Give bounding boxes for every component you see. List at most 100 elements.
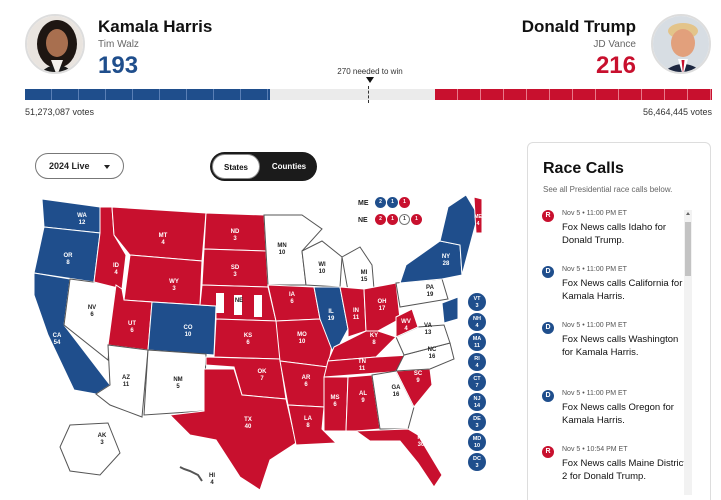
label-tn: TN bbox=[358, 359, 366, 365]
state-mi bbox=[341, 246, 375, 292]
race-call-text: Fox News calls Oregon for Kamala Harris. bbox=[562, 402, 674, 426]
svg-text:54: 54 bbox=[54, 340, 61, 346]
svg-text:8: 8 bbox=[372, 340, 376, 346]
me-dot-2[interactable]: 1 bbox=[387, 197, 398, 208]
svg-text:15: 15 bbox=[361, 277, 368, 283]
label-mo: MO bbox=[297, 332, 307, 338]
label-oh: OH bbox=[378, 299, 387, 305]
scrollbar-thumb[interactable] bbox=[685, 222, 691, 276]
label-la: LA bbox=[304, 416, 313, 422]
label-or: OR bbox=[64, 253, 74, 259]
label-ny: NY bbox=[442, 254, 450, 260]
state-wy bbox=[123, 254, 203, 306]
small-state-nh[interactable]: NH 4 bbox=[468, 313, 486, 331]
state-ga bbox=[371, 370, 415, 430]
label-pa: PA bbox=[426, 285, 435, 291]
label-va: VA bbox=[424, 323, 433, 329]
ne-dot-2[interactable]: 1 bbox=[387, 214, 398, 225]
label-al: AL bbox=[359, 391, 367, 397]
label-wv: WV bbox=[401, 319, 411, 325]
race-call-time: Nov 5 • 11:00 PM ET bbox=[562, 266, 627, 273]
year-select-value: 2024 Live bbox=[49, 161, 90, 171]
label-ia: IA bbox=[289, 292, 296, 298]
race-calls-scrollbar[interactable] bbox=[684, 210, 692, 495]
midpoint-line bbox=[368, 86, 369, 103]
toggle-states[interactable]: States bbox=[212, 154, 260, 179]
small-state-ma[interactable]: MA 11 bbox=[468, 333, 486, 351]
svg-text:10: 10 bbox=[185, 332, 192, 338]
label-wi: WI bbox=[318, 262, 326, 268]
label-il: IL bbox=[328, 309, 334, 315]
svg-text:9: 9 bbox=[416, 378, 420, 384]
state-il bbox=[313, 286, 349, 357]
svg-text:40: 40 bbox=[245, 424, 252, 430]
label-ne: NE bbox=[235, 298, 243, 304]
svg-text:9: 9 bbox=[361, 398, 365, 404]
race-call-text: Fox News calls California for Kamala Har… bbox=[562, 278, 683, 302]
state-co bbox=[147, 301, 217, 356]
ne-dot-4[interactable]: 1 bbox=[411, 214, 422, 225]
needed-to-win-label: 270 needed to win bbox=[337, 67, 403, 76]
democrat-running-mate: Tim Walz bbox=[98, 39, 139, 50]
republican-electoral-votes: 216 bbox=[595, 52, 636, 79]
race-call-text: Fox News calls Maine District 2 for Dona… bbox=[562, 458, 687, 482]
ne-dot-3[interactable]: 1 bbox=[399, 214, 410, 225]
svg-text:7: 7 bbox=[260, 376, 264, 382]
svg-text:13: 13 bbox=[425, 330, 432, 336]
svg-text:3: 3 bbox=[172, 286, 176, 292]
year-select[interactable]: 2024 Live bbox=[35, 153, 124, 179]
race-call-time: Nov 5 • 11:00 PM ET bbox=[562, 210, 627, 217]
small-state-nj[interactable]: NJ 14 bbox=[468, 393, 486, 411]
ne-dot-1[interactable]: 2 bbox=[375, 214, 386, 225]
label-wa: WA bbox=[77, 213, 87, 219]
race-call-time: Nov 5 • 10:54 PM ET bbox=[562, 446, 628, 453]
label-ak: AK bbox=[98, 433, 107, 439]
me-dot-1[interactable]: 2 bbox=[375, 197, 386, 208]
svg-text:19: 19 bbox=[328, 316, 335, 322]
label-mt: MT bbox=[159, 233, 168, 239]
states-counties-toggle[interactable]: States Counties bbox=[210, 152, 317, 181]
small-state-md[interactable]: MD 10 bbox=[468, 433, 486, 451]
me-split-label: ME bbox=[358, 200, 369, 207]
svg-text:4: 4 bbox=[404, 326, 408, 332]
state-ms bbox=[323, 376, 349, 432]
state-ks bbox=[213, 318, 281, 360]
small-state-ct[interactable]: CT 7 bbox=[468, 373, 486, 391]
small-state-vt[interactable]: VT 3 bbox=[468, 293, 486, 311]
state-wv bbox=[395, 308, 419, 338]
label-ms: MS bbox=[331, 395, 340, 401]
svg-text:6: 6 bbox=[246, 340, 250, 346]
small-state-dc[interactable]: DC 3 bbox=[468, 453, 486, 471]
race-call-time: Nov 5 • 11:00 PM ET bbox=[562, 322, 627, 329]
label-tx: TX bbox=[244, 417, 252, 423]
republican-name: Donald Trump bbox=[521, 17, 636, 36]
svg-text:3: 3 bbox=[100, 440, 104, 446]
toggle-counties[interactable]: Counties bbox=[271, 162, 307, 171]
label-fl: FL bbox=[417, 435, 425, 441]
race-call-text: Fox News calls Washington for Kamala Har… bbox=[562, 334, 679, 358]
me-dot-3[interactable]: 1 bbox=[399, 197, 410, 208]
label-mi: MI bbox=[361, 270, 368, 276]
chevron-down-icon bbox=[104, 165, 110, 169]
state-in bbox=[339, 286, 367, 338]
svg-text:3: 3 bbox=[233, 272, 237, 278]
label-id: ID bbox=[113, 263, 120, 269]
label-mn: MN bbox=[277, 243, 286, 249]
small-state-ri[interactable]: RI 4 bbox=[468, 353, 486, 371]
republican-badge-icon: R bbox=[542, 446, 554, 458]
small-state-de[interactable]: DE 3 bbox=[468, 413, 486, 431]
label-wy: WY bbox=[169, 279, 179, 285]
scroll-up-icon[interactable] bbox=[686, 212, 690, 215]
svg-text:11: 11 bbox=[123, 382, 130, 388]
label-nc: NC bbox=[428, 347, 437, 353]
svg-text:16: 16 bbox=[393, 392, 400, 398]
state-ia bbox=[267, 284, 321, 322]
svg-text:3: 3 bbox=[233, 236, 237, 242]
svg-text:6: 6 bbox=[130, 328, 134, 334]
svg-text:19: 19 bbox=[427, 292, 434, 298]
svg-text:8: 8 bbox=[306, 423, 310, 429]
svg-text:28: 28 bbox=[443, 261, 450, 267]
label-ga: GA bbox=[392, 385, 402, 391]
svg-text:10: 10 bbox=[299, 339, 306, 345]
